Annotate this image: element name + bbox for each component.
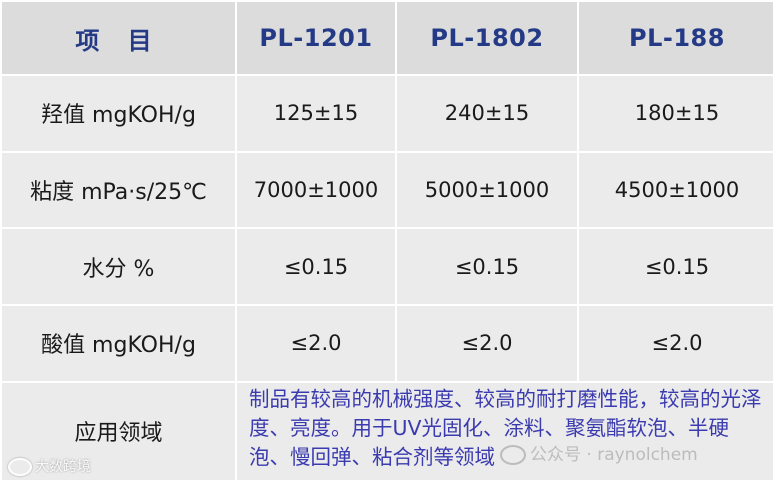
table-row: 羟值 mgKOH/g 125±15 240±15 180±15 — [2, 76, 773, 151]
table-row: 粘度 mPa·s/25℃ 7000±1000 5000±1000 4500±10… — [2, 152, 773, 228]
cell-value: ≤2.0 — [397, 305, 577, 381]
row-label-moisture: 水分 % — [2, 229, 235, 304]
header-pl-188: PL-188 — [579, 2, 773, 74]
cell-value: 7000±1000 — [237, 152, 395, 228]
cell-value: ≤2.0 — [579, 305, 773, 381]
row-label-acid-value: 酸值 mgKOH/g — [2, 305, 235, 381]
cell-value: 4500±1000 — [579, 152, 773, 228]
application-row: 应用领域 制品有较高的机械强度、较高的耐打磨性能，较高的光泽度、亮度。用于UV光… — [2, 382, 773, 480]
cell-value: 180±15 — [579, 76, 773, 151]
row-label-hydroxyl: 羟值 mgKOH/g — [2, 76, 235, 151]
table-row: 酸值 mgKOH/g ≤2.0 ≤2.0 ≤2.0 — [2, 305, 773, 381]
cell-value: 5000±1000 — [397, 152, 577, 228]
cell-value: ≤0.15 — [237, 229, 395, 304]
cell-value: ≤2.0 — [237, 305, 395, 381]
table-row: 水分 % ≤0.15 ≤0.15 ≤0.15 — [2, 229, 773, 304]
header-pl-1802: PL-1802 — [397, 2, 577, 74]
header-item: 项 目 — [2, 2, 235, 74]
header-pl-1201: PL-1201 — [237, 2, 395, 74]
row-label-application: 应用领域 — [2, 382, 235, 480]
cell-value: 125±15 — [237, 76, 395, 151]
cell-value: ≤0.15 — [579, 229, 773, 304]
cell-value: ≤0.15 — [397, 229, 577, 304]
application-description: 制品有较高的机械强度、较高的耐打磨性能，较高的光泽度、亮度。用于UV光固化、涂料… — [237, 382, 773, 480]
row-label-viscosity: 粘度 mPa·s/25℃ — [2, 152, 235, 228]
cell-value: 240±15 — [397, 76, 577, 151]
header-row: 项 目 PL-1201 PL-1802 PL-188 — [2, 2, 773, 74]
